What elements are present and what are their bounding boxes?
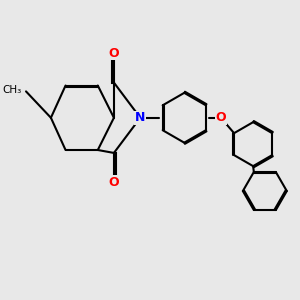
Text: O: O bbox=[109, 176, 119, 189]
Text: N: N bbox=[135, 111, 146, 124]
Text: O: O bbox=[216, 111, 226, 124]
Text: CH₃: CH₃ bbox=[2, 85, 22, 95]
Text: O: O bbox=[109, 47, 119, 60]
